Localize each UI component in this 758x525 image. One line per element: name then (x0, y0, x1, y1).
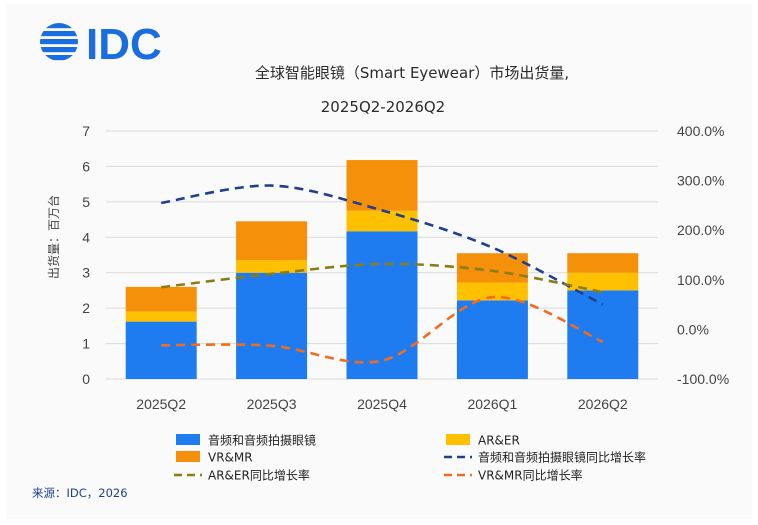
legend-label: AR&ER同比增长率 (208, 468, 310, 483)
y-tick-label: 3 (82, 265, 90, 281)
yoy-lines (160, 184, 604, 364)
bar-segment (125, 321, 197, 379)
chart-subtitle: 2025Q2-2026Q2 (321, 98, 445, 116)
globe-stripe (40, 23, 78, 29)
legend-swatch (446, 434, 470, 445)
y2-tick-label: 100.0% (677, 272, 724, 288)
legend-label: VR&MR (208, 451, 253, 465)
bar-segment (125, 286, 197, 312)
bars (125, 160, 639, 379)
y-tick-label: 1 (82, 336, 90, 352)
y2-tick-label: 0.0% (677, 321, 709, 337)
chart-canvas: IDC 全球智能眼镜（Smart Eyewear）市场出货量, 2025Q2-2… (32, 20, 729, 500)
x-tick-label: 2026Q1 (467, 396, 517, 412)
legend-label: VR&MR同比增长率 (478, 468, 583, 483)
globe-stripe (40, 31, 78, 37)
bar-segment (125, 311, 197, 322)
bar-segment (567, 272, 639, 291)
bar-segment (236, 221, 308, 261)
chart-title: 全球智能眼镜（Smart Eyewear）市场出货量, (255, 64, 569, 82)
y2-tick-label: 400.0% (677, 123, 724, 139)
bar-segment (567, 253, 639, 273)
y2-tick-label: 200.0% (677, 222, 724, 238)
globe-stripe (40, 47, 78, 53)
y-axis-label: 出货量：百万台 (46, 195, 61, 279)
bar-segment (236, 260, 308, 273)
y-tick-label: 5 (82, 194, 90, 210)
chart-card: IDC 全球智能眼镜（Smart Eyewear）市场出货量, 2025Q2-2… (6, 4, 752, 519)
bar-segment (567, 290, 639, 379)
bar-segment (346, 210, 418, 232)
y-tick-label: 6 (82, 158, 90, 174)
axis-ticks: 0 1 2 3 4 5 6 7 -100.0% 0.0% 100.0% 200.0% 300.0% 400… (82, 123, 729, 412)
x-tick-label: 2025Q4 (357, 396, 407, 412)
x-tick-label: 2025Q2 (136, 396, 186, 412)
yoy-line (161, 295, 604, 364)
globe-stripe (40, 39, 78, 45)
logo-text: IDC (86, 20, 162, 69)
bar-segment (456, 300, 528, 379)
bar-segment (346, 231, 418, 379)
legend-swatch (176, 434, 200, 445)
legend: 音频和音频拍摄眼镜 AR&ER VR&MR 音频和音频拍摄眼镜同比增长率 AR&ER同比… (174, 433, 646, 483)
x-tick-label: 2025Q3 (247, 396, 297, 412)
globe-icon (40, 23, 78, 61)
legend-swatch (176, 451, 200, 462)
y-tick-label: 7 (82, 123, 90, 139)
y-tick-label: 4 (82, 229, 90, 245)
y2-tick-label: -100.0% (677, 371, 729, 387)
legend-label: 音频和音频拍摄眼镜同比增长率 (478, 450, 646, 465)
globe-stripes (40, 23, 78, 61)
legend-label: AR&ER (478, 434, 520, 448)
x-tick-label: 2026Q2 (578, 396, 628, 412)
source-note: 来源：IDC，2026 (32, 486, 128, 500)
bar-segment (236, 272, 308, 379)
y2-tick-label: 300.0% (677, 173, 724, 189)
y-tick-label: 0 (82, 371, 90, 387)
bar-segment (456, 282, 528, 301)
globe-stripe (40, 55, 78, 61)
idc-logo: IDC (40, 20, 162, 69)
legend-label: 音频和音频拍摄眼镜 (208, 433, 316, 448)
y-tick-label: 2 (82, 300, 90, 316)
yoy-line (160, 184, 604, 306)
